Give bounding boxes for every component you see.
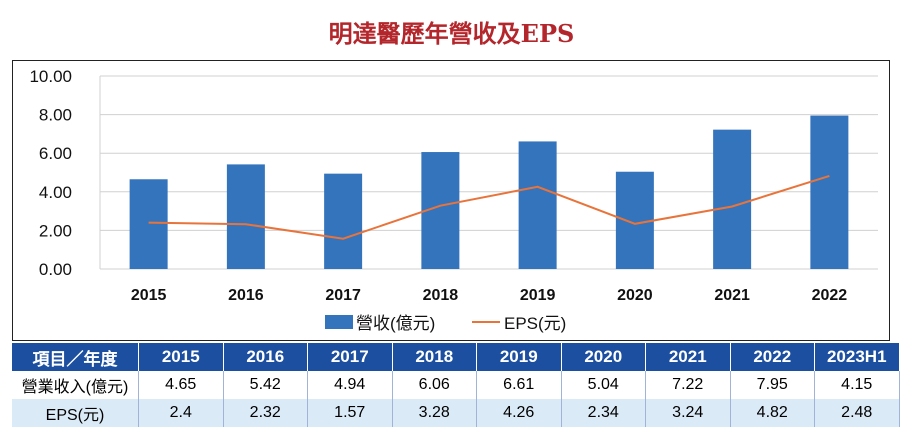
table-header-row: 項目／年度 2015 2016 2017 2018 2019 2020 2021 2022 202… <box>12 343 900 371</box>
bar-2015 <box>129 179 168 269</box>
table-cell: 2023H1 <box>814 343 900 371</box>
table-cell: 4.65 <box>138 371 224 399</box>
x-tick-label: 2016 <box>228 287 264 304</box>
table-cell: 2022 <box>730 343 815 371</box>
legend-bar-label: 營收(億元) <box>356 314 435 333</box>
table-cell: 營業收入(億元) <box>12 371 139 399</box>
table-cell: 6.06 <box>392 371 477 399</box>
x-tick-label: 2022 <box>812 287 848 304</box>
data-table: 項目／年度 2015 2016 2017 2018 2019 2020 2021 2022 202… <box>12 343 900 427</box>
x-tick-label: 2018 <box>423 287 459 304</box>
table-cell: 2017 <box>307 343 393 371</box>
y-tick-label: 2.00 <box>39 221 72 240</box>
table-cell: 4.82 <box>730 399 815 427</box>
table-cell: 1.57 <box>307 399 393 427</box>
table-cell: 2.32 <box>223 399 308 427</box>
bar-2021 <box>713 129 752 269</box>
table-cell: 6.61 <box>476 371 562 399</box>
table-cell: 2.4 <box>138 399 224 427</box>
table-cell: 2019 <box>476 343 562 371</box>
bar-2016 <box>226 164 265 269</box>
eps-line <box>148 175 830 240</box>
table-cell: 4.94 <box>307 371 393 399</box>
chart-area <box>12 60 890 341</box>
y-tick-label: 10.00 <box>29 67 72 86</box>
y-tick-label: 8.00 <box>39 106 72 125</box>
y-tick-label: 4.00 <box>39 183 72 202</box>
table-cell: 3.24 <box>645 399 731 427</box>
table-row: EPS(元) 2.4 2.32 1.57 3.28 4.26 2.34 3.24 4.82 2.4… <box>12 399 900 427</box>
table-cell: 5.04 <box>561 371 646 399</box>
y-tick-label: 6.00 <box>39 144 72 163</box>
table-cell: 2016 <box>223 343 308 371</box>
x-tick-label: 2021 <box>714 287 750 304</box>
bar-2019 <box>518 141 557 269</box>
x-tick-label: 2019 <box>520 287 556 304</box>
legend-line-label: EPS(元) <box>504 314 566 333</box>
table-cell: 3.28 <box>392 399 477 427</box>
table-cell: 項目／年度 <box>12 343 139 371</box>
table-cell: 2.48 <box>814 399 900 427</box>
x-tick-label: 2017 <box>325 287 361 304</box>
y-tick-label: 0.00 <box>39 260 72 279</box>
table-cell: 7.95 <box>730 371 815 399</box>
table-cell: 4.26 <box>476 399 562 427</box>
x-tick-label: 2015 <box>131 287 167 304</box>
table-cell: 2021 <box>645 343 731 371</box>
bar-2017 <box>324 173 363 269</box>
table-cell: 2.34 <box>561 399 646 427</box>
table-cell: 7.22 <box>645 371 731 399</box>
bar-2022 <box>810 115 849 269</box>
table-cell: 4.15 <box>814 371 900 399</box>
table-cell: 2015 <box>138 343 224 371</box>
table-cell: 5.42 <box>223 371 308 399</box>
table-row: 營業收入(億元) 4.65 5.42 4.94 6.06 6.61 5.04 7.22 7.95… <box>12 371 900 399</box>
table-cell: EPS(元) <box>12 399 139 427</box>
legend-bar-swatch <box>325 315 353 329</box>
table-cell: 2018 <box>392 343 477 371</box>
chart-title: 明達醫歷年營收及EPS <box>328 19 575 48</box>
x-tick-label: 2020 <box>617 287 653 304</box>
chart-svg: 0.00 2.00 4.00 6.00 8.00 10.00 2015 2016 2017 201… <box>29 67 878 333</box>
bar-2020 <box>615 171 654 269</box>
table-cell: 2020 <box>561 343 646 371</box>
